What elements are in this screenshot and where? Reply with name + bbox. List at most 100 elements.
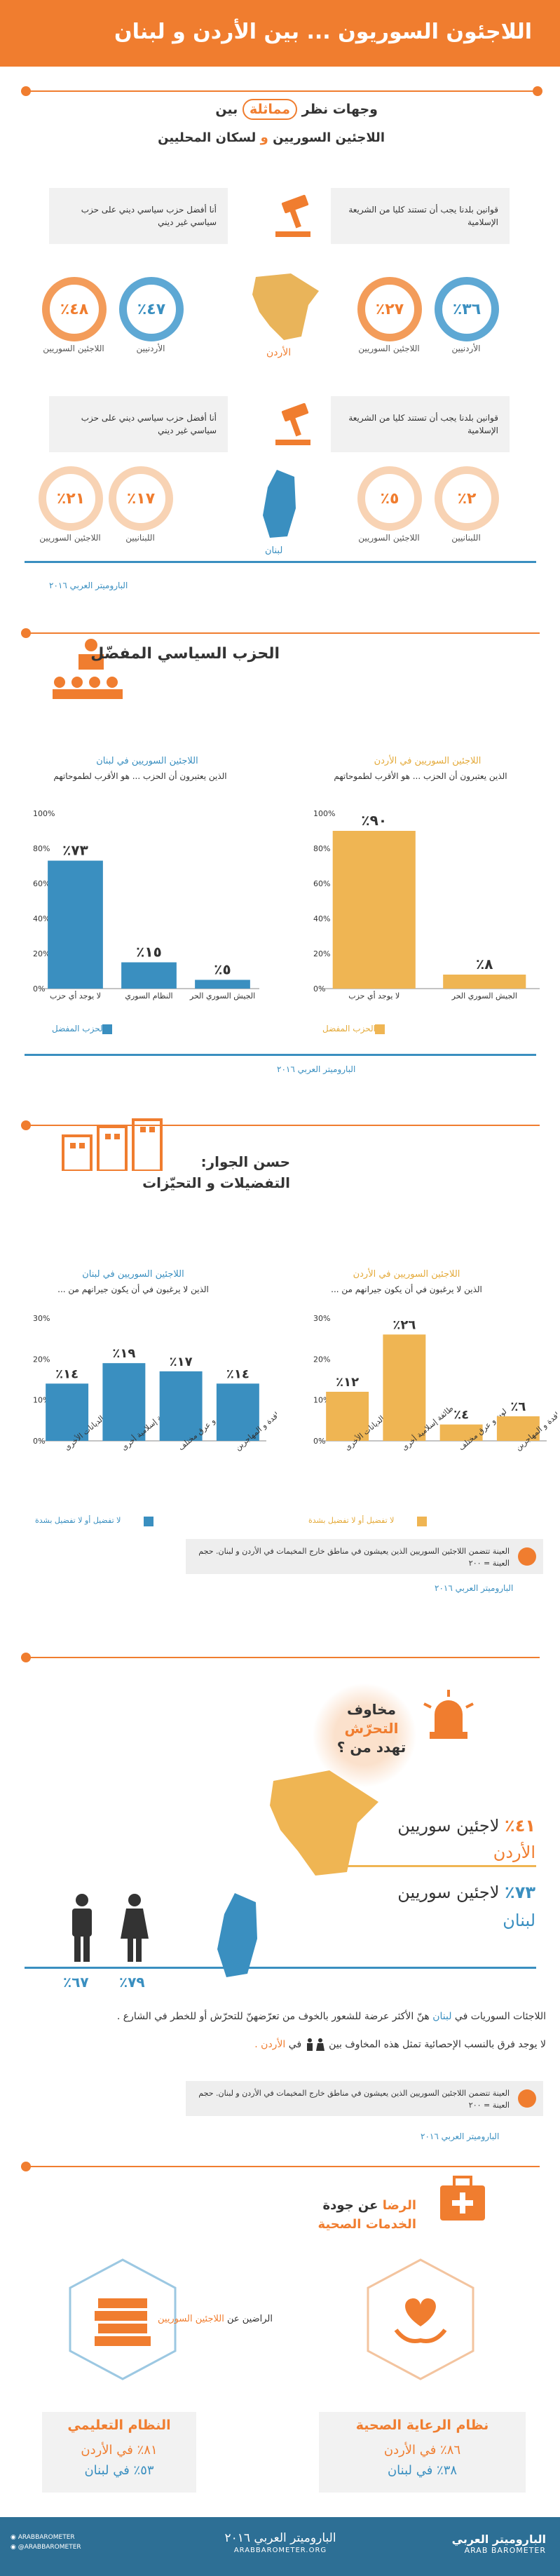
chart-title: اللاجئين السوريين في لبنان: [82, 1269, 184, 1280]
bar: [102, 1363, 146, 1441]
ring-lebanon-r3: ١٧٪: [109, 466, 173, 531]
bar-value-label: ٨٪: [476, 956, 493, 972]
bar-value-label: ١٥٪: [136, 944, 162, 961]
question-box-4: أنا أفضل حزب سياسي ديني على حزب سياسي غي…: [49, 396, 228, 452]
chart-subtitle: الذين يعتبرون أن الحزب ... هو الأقرب لطم…: [53, 771, 227, 781]
website-link[interactable]: ARABBAROMETER.ORG: [233, 2547, 327, 2554]
info-icon: [518, 2089, 536, 2108]
title-part: بين: [215, 102, 238, 117]
note-box: العينة تتضمن اللاجئين السوريين الذين يعي…: [186, 2081, 543, 2116]
stat-value: ٧٣٪: [505, 1883, 535, 1902]
x-tick-label: الجيش السوري الحر: [451, 991, 517, 1001]
ring-jordan-r4: ٤٨٪: [42, 277, 107, 341]
footer-center[interactable]: الباروميتر العربي ٢٠١٦ ARABBAROMETER.ORG: [210, 2531, 350, 2554]
text-part: لا يوجد فرق بالنسب الإحصائية تمثل هذه ال…: [329, 2039, 546, 2050]
lebanon-map-icon: [252, 466, 308, 543]
ring-jordan-r1: ٣٦٪: [435, 277, 499, 341]
country-label-lebanon: لبنان: [265, 545, 283, 556]
female-pct: ٧٩٪: [119, 1974, 145, 1991]
bar: [46, 1383, 89, 1441]
legend-swatch: [144, 1517, 153, 1526]
ring-label: الأردنيين: [136, 344, 165, 353]
question-text: قوانين بلدنا يجب أن تستند كليا من الشريع…: [348, 413, 498, 435]
note-box: العينة تتضمن اللاجئين السوريين الذين يعي…: [186, 1539, 543, 1574]
y-tick-label: 20%: [33, 949, 50, 958]
panel-stat: ٣٨٪ في لبنان: [387, 2463, 458, 2478]
center-ar: الباروميتر العربي ٢٠١٦: [224, 2531, 336, 2545]
gavel-icon: [270, 401, 319, 450]
title-line: مخاوف: [347, 1701, 396, 1718]
ring-lebanon-r1: ٢٪: [435, 466, 499, 531]
title-part: وجهات نظر: [301, 102, 378, 117]
note-text: العينة تتضمن اللاجئين السوريين الذين يعي…: [198, 2089, 510, 2110]
stat-country: الأردن: [493, 1843, 535, 1862]
y-tick-label: 80%: [313, 844, 330, 853]
divider: [25, 561, 536, 563]
ring-value: ٢٪: [457, 489, 477, 508]
footer-logo[interactable]: الباروميتر العربي ARAB BAROMETER: [452, 2533, 546, 2555]
y-tick-label: 100%: [313, 809, 335, 818]
panel-title: نظام الرعاية الصحية: [355, 2418, 489, 2433]
section-line: [21, 632, 540, 634]
ring-value: ٢٧٪: [375, 300, 404, 318]
ring-value: ٣٦٪: [452, 300, 482, 318]
ring-label: اللاجئين السوريين: [39, 533, 101, 543]
chart-subtitle: الذين لا يرغبون في أن يكون جيرانهم من ..…: [57, 1284, 209, 1294]
bar-value-label: ١٢٪: [336, 1375, 359, 1390]
section1-subtitle: اللاجئين السوريين و لسكان المحليين: [158, 130, 385, 145]
title-highlight: الرضا: [382, 2198, 416, 2213]
panel-stat: ٨١٪ في الأردن: [81, 2443, 158, 2458]
ring-value: ١٧٪: [126, 489, 156, 508]
bar-value-label: ٧٣٪: [62, 842, 88, 859]
chart-subtitle: الذين لا يرغبون في أن يكون جيرانهم من ..…: [331, 1284, 482, 1294]
page-header: اللاجئون السوريون ... بين الأردن و لبنان: [0, 0, 560, 67]
panel-stat: ٨٦٪ في الأردن: [383, 2443, 461, 2458]
lebanon-stat: ٧٣٪ لاجئين سوريين: [397, 1883, 535, 1902]
text-part: في: [288, 2039, 302, 2050]
source-label: الباروميتر العربي ٢٠١٦: [49, 581, 128, 590]
bar: [121, 962, 177, 989]
info-icon: [518, 1547, 536, 1566]
question-text: أنا أفضل حزب سياسي ديني على حزب سياسي غي…: [81, 413, 217, 435]
finding-text-2: لا يوجد فرق بالنسب الإحصائية تمثل هذه ال…: [13, 2037, 546, 2052]
note-text: العينة تتضمن اللاجئين السوريين الذين يعي…: [198, 1547, 510, 1568]
bar-value-label: ٢٦٪: [392, 1317, 416, 1332]
y-tick-label: 40%: [313, 914, 330, 923]
section1-title: وجهات نظر مماثلة بين: [215, 99, 378, 120]
logo-en: ARAB BAROMETER: [464, 2546, 546, 2555]
question-text: قوانين بلدنا يجب أن تستند كليا من الشريع…: [348, 205, 498, 227]
legend-label: لا تفضيل أو لا تفضيل بشدة: [308, 1516, 395, 1525]
x-tick-label: لا يوجد أي حزب: [50, 991, 101, 1001]
social-label: @ARABBAROMETER: [18, 2544, 81, 2551]
bar: [443, 975, 526, 989]
title-highlight: مماثلة: [242, 99, 298, 120]
facebook-link[interactable]: ◉ ARABBAROMETER: [11, 2534, 75, 2541]
bar: [159, 1371, 203, 1441]
satisfaction-label: الراضين عن اللاجئين السوريين: [158, 2314, 273, 2324]
subtitle-part: لسكان المحليين: [158, 130, 257, 145]
section-line: [21, 1125, 540, 1126]
question-box-1: قوانين بلدنا يجب أن تستند كليا من الشريع…: [331, 188, 510, 244]
ring-value: ٢١٪: [56, 489, 86, 508]
bar-value-label: ٥٪: [214, 961, 231, 978]
twitter-link[interactable]: ◉ @ARABBAROMETER: [11, 2544, 81, 2551]
jordan-map-icon: [242, 270, 326, 347]
y-tick-label: 100%: [33, 809, 55, 818]
source-label: الباروميتر العربي ٢٠١٦: [277, 1064, 356, 1074]
section2-title: الحزب السياسي المفضّل: [90, 645, 280, 663]
y-tick-label: 20%: [313, 1355, 330, 1364]
label-part: الراضين عن: [226, 2314, 273, 2324]
text-part: اللاجئات السوريات في: [454, 2011, 546, 2022]
title-part: عن جودة: [322, 2198, 378, 2213]
female-icon: [119, 1893, 150, 1963]
bar-value-label: ١٧٪: [170, 1355, 193, 1369]
section-line: [21, 90, 540, 92]
chart-subtitle: الذين يعتبرون أن الحزب ... هو الأقرب لطم…: [334, 771, 507, 781]
y-tick-label: 20%: [33, 1355, 50, 1364]
jordan-map-icon: [259, 1767, 385, 1879]
ring-label: الأردنيين: [451, 344, 481, 353]
lebanon-map-icon: [207, 1890, 270, 1981]
bar: [439, 1424, 483, 1441]
panel-title: النظام التعليمي: [67, 2418, 171, 2433]
